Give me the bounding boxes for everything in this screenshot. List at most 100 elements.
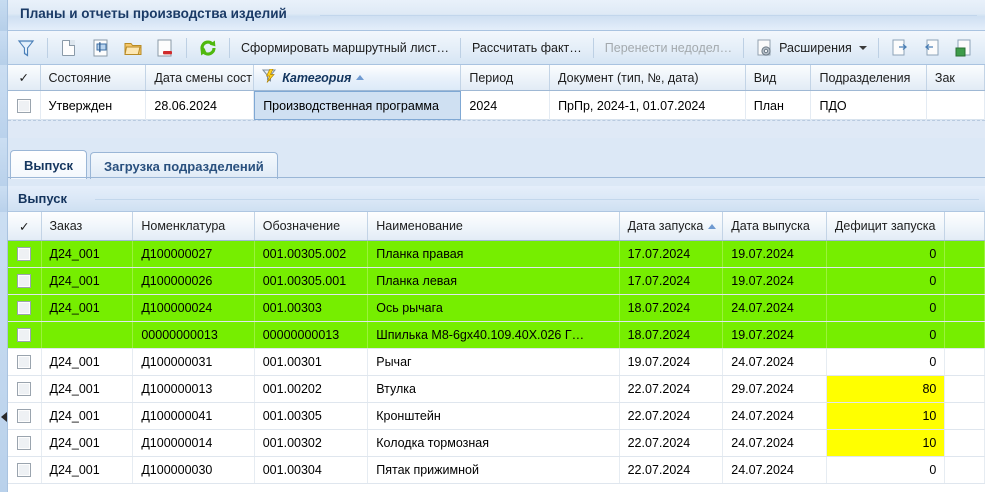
table-row[interactable]: Д24_001 Д100000024 001.00303 Ось рычага 18.0… <box>8 295 985 322</box>
cell-category[interactable]: Производственная программа <box>254 91 462 120</box>
select-all-checkbox-header[interactable]: ✓ <box>8 212 42 240</box>
column-header-extra[interactable] <box>945 212 985 240</box>
cell-deficit[interactable]: 0 <box>826 322 946 348</box>
cell-release_date[interactable]: 24.07.2024 <box>723 349 827 375</box>
cell-nomenclature[interactable]: Д100000024 <box>133 295 255 321</box>
cell-release_date[interactable]: 24.07.2024 <box>723 457 827 483</box>
table-row[interactable]: Д24_001 Д100000026 001.00305.001 Планка лев… <box>8 268 985 295</box>
column-header-document[interactable]: Документ (тип, №, дата) <box>550 65 746 90</box>
table-row[interactable]: Д24_001 Д100000041 001.00305 Кронштейн 22.07… <box>8 403 985 430</box>
column-header-start_date[interactable]: Дата запуска <box>620 212 724 240</box>
cell-release_date[interactable]: 24.07.2024 <box>723 430 827 456</box>
cell-order[interactable]: Д24_001 <box>42 349 134 375</box>
row-checkbox-cell[interactable] <box>8 349 42 375</box>
checkbox-icon[interactable] <box>17 382 32 396</box>
cell-release_date[interactable]: 19.07.2024 <box>723 241 827 267</box>
cell-release_date[interactable]: 24.07.2024 <box>723 403 827 429</box>
cell-kind[interactable]: План <box>746 91 812 120</box>
create-route-sheet-button[interactable]: Сформировать маршрутный лист… <box>235 34 455 62</box>
cell-name[interactable]: Шпилька М8-6gx40.109.40Х.026 Г… <box>368 322 620 348</box>
cell-period[interactable]: 2024 <box>461 91 551 120</box>
cell-deficit[interactable]: 80 <box>826 376 946 402</box>
cell-start_date[interactable]: 22.07.2024 <box>620 430 724 456</box>
checkbox-icon[interactable] <box>17 463 32 477</box>
cell-extra[interactable] <box>945 295 985 321</box>
cell-extra[interactable] <box>945 322 985 348</box>
cell-nomenclature[interactable]: Д100000030 <box>133 457 255 483</box>
cell-order[interactable]: Д24_001 <box>42 430 134 456</box>
cell-state[interactable]: Утвержден <box>41 91 147 120</box>
cell-order[interactable]: Д24_001 <box>42 403 134 429</box>
extensions-button[interactable]: Расширения <box>749 34 873 62</box>
cell-name[interactable]: Втулка <box>368 376 620 402</box>
cell-start_date[interactable]: 22.07.2024 <box>620 376 724 402</box>
cell-extra[interactable] <box>945 430 985 456</box>
row-checkbox-cell[interactable] <box>8 295 42 321</box>
select-all-checkbox-header[interactable]: ✓ <box>8 65 41 90</box>
column-header-nomenclature[interactable]: Номенклатура <box>133 212 255 240</box>
cell-designation[interactable]: 001.00301 <box>255 349 369 375</box>
cell-order[interactable]: Д24_001 <box>41 295 134 321</box>
cell-extra[interactable] <box>945 376 985 402</box>
collapse-panel-arrow-icon[interactable] <box>1 412 7 422</box>
export-document-button[interactable] <box>884 34 916 62</box>
table-row[interactable]: Д24_001 Д100000031 001.00301 Рычаг 19.07.202… <box>8 349 985 376</box>
cell-nomenclature[interactable]: Д100000026 <box>133 268 255 294</box>
cell-extra[interactable] <box>945 268 985 294</box>
open-folder-button[interactable] <box>117 34 149 62</box>
cell-nomenclature[interactable]: Д100000027 <box>133 241 255 267</box>
row-checkbox-cell[interactable] <box>8 241 42 267</box>
import-document-button[interactable] <box>916 34 948 62</box>
cell-division[interactable]: ПДО <box>811 91 927 120</box>
cell-designation[interactable]: 001.00302 <box>255 430 369 456</box>
cell-order[interactable] <box>41 322 134 348</box>
cell-deficit[interactable]: 10 <box>826 430 946 456</box>
cell-customer[interactable] <box>927 91 985 120</box>
column-header-designation[interactable]: Обозначение <box>255 212 369 240</box>
column-header-category[interactable]: Категория <box>254 65 462 90</box>
cell-extra[interactable] <box>945 457 985 483</box>
cell-name[interactable]: Колодка тормозная <box>368 430 620 456</box>
cell-deficit[interactable]: 0 <box>827 457 946 483</box>
cell-designation[interactable]: 001.00303 <box>254 295 369 321</box>
row-checkbox-cell[interactable] <box>8 322 42 348</box>
cell-start_date[interactable]: 22.07.2024 <box>620 457 724 483</box>
row-checkbox-cell[interactable] <box>8 376 42 402</box>
row-checkbox-cell[interactable] <box>8 430 42 456</box>
column-header-name[interactable]: Наименование <box>368 212 620 240</box>
checkbox-icon[interactable] <box>17 409 32 423</box>
table-row[interactable]: 00000000013 00000000013 Шпилька М8-6gx40.1… <box>8 322 985 349</box>
checkbox-icon[interactable] <box>17 436 32 450</box>
new-document-button[interactable] <box>53 34 85 62</box>
column-header-deficit[interactable]: Дефицит запуска <box>827 212 946 240</box>
checkbox-icon[interactable] <box>17 355 32 369</box>
column-header-period[interactable]: Период <box>461 65 551 90</box>
row-checkbox-cell[interactable] <box>8 457 42 483</box>
tab-division-load[interactable]: Загрузка подразделений <box>90 152 278 179</box>
cell-start_date[interactable]: 17.07.2024 <box>619 268 724 294</box>
cell-start_date[interactable]: 22.07.2024 <box>620 403 724 429</box>
cell-name[interactable]: Пятак прижимной <box>368 457 620 483</box>
checkbox-icon[interactable] <box>17 247 32 261</box>
checkbox-icon[interactable] <box>16 98 31 113</box>
cell-name[interactable]: Планка левая <box>368 268 620 294</box>
cell-order[interactable]: Д24_001 <box>41 268 134 294</box>
column-header-customer[interactable]: Зак <box>927 65 985 90</box>
cell-nomenclature[interactable]: Д100000014 <box>133 430 255 456</box>
cell-designation[interactable]: 001.00305.002 <box>254 241 369 267</box>
cell-start_date[interactable]: 19.07.2024 <box>620 349 724 375</box>
cell-start_date[interactable]: 17.07.2024 <box>619 241 724 267</box>
refresh-button[interactable] <box>192 34 224 62</box>
cell-name[interactable]: Рычаг <box>368 349 620 375</box>
row-checkbox-cell[interactable] <box>8 268 42 294</box>
checkbox-icon[interactable] <box>17 328 32 342</box>
cell-order[interactable]: Д24_001 <box>42 457 134 483</box>
cell-order[interactable]: Д24_001 <box>42 376 134 402</box>
row-checkbox-cell[interactable] <box>8 91 41 120</box>
cell-name[interactable]: Планка правая <box>368 241 620 267</box>
column-header-state[interactable]: Состояние <box>41 65 147 90</box>
cell-designation[interactable]: 001.00304 <box>255 457 369 483</box>
cell-nomenclature[interactable]: Д100000031 <box>133 349 255 375</box>
table-row[interactable]: Д24_001 Д100000013 001.00202 Втулка 22.07.20… <box>8 376 985 403</box>
calculate-fact-button[interactable]: Рассчитать факт… <box>466 34 588 62</box>
